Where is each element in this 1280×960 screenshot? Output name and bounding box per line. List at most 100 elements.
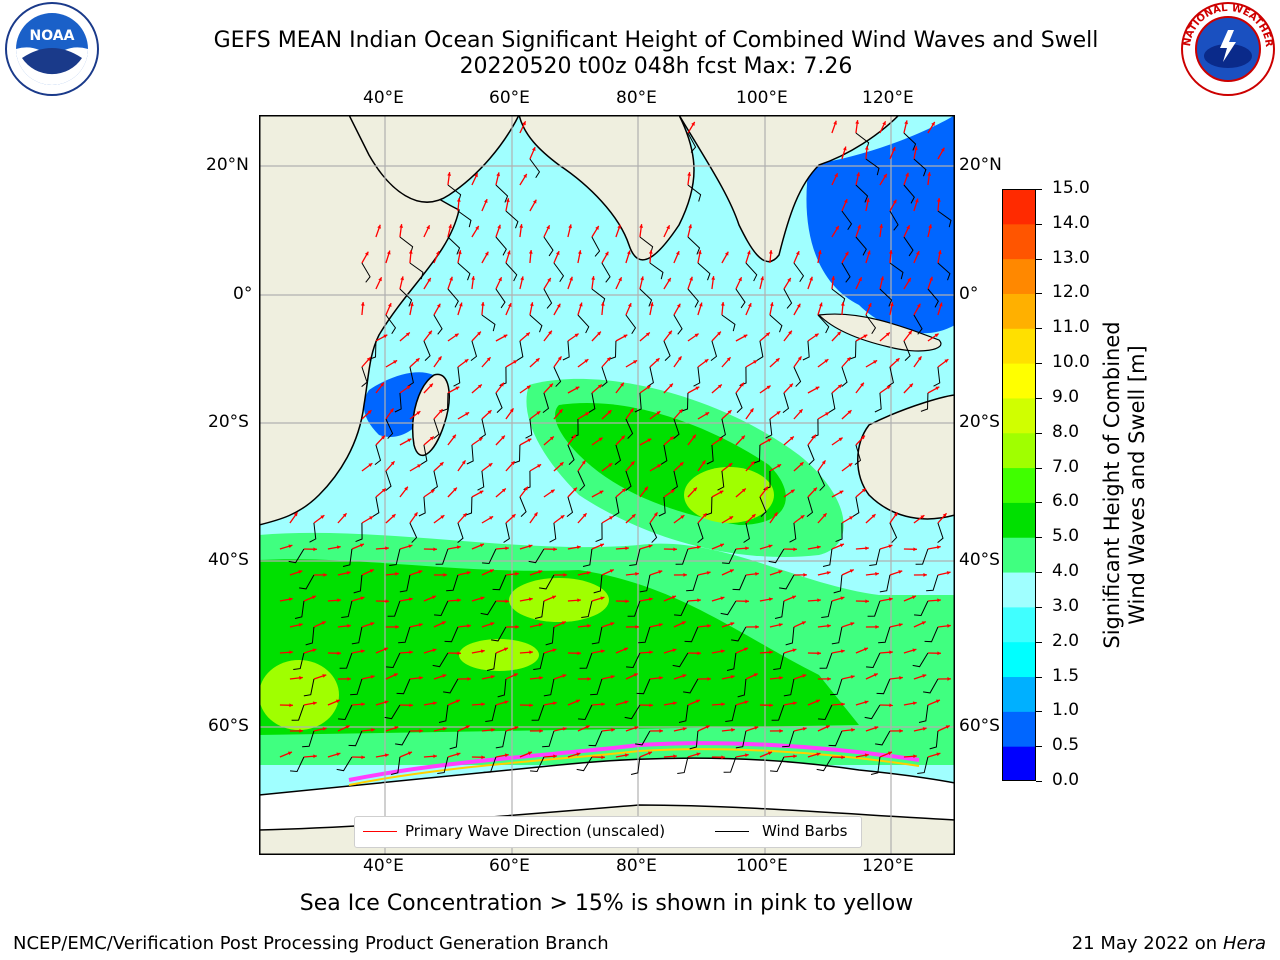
wave-direction-arrowhead — [448, 224, 452, 229]
wave-direction-arrowhead — [299, 676, 303, 680]
wave-direction-arrowhead — [792, 648, 797, 653]
wind-barb — [576, 756, 593, 772]
wave-direction-arrowhead — [480, 302, 485, 306]
wave-direction-arrowhead — [532, 199, 537, 204]
wave-direction-arrowhead — [886, 385, 891, 390]
wave-direction-arrowhead — [847, 410, 852, 414]
wave-direction-arrowhead — [575, 699, 580, 704]
colorbar-tick — [1036, 223, 1042, 225]
wave-direction-arrowhead — [298, 623, 303, 627]
wind-barb — [457, 210, 472, 228]
wind-barb — [608, 340, 617, 360]
noaa-logo-text: NOAA — [30, 28, 75, 44]
wave-direction-arrowhead — [791, 595, 796, 600]
wave-direction-arrowhead — [454, 333, 459, 338]
wave-direction-arrowhead — [582, 513, 587, 518]
wave-direction-arrowhead — [525, 332, 530, 337]
wave-direction-arrowhead — [457, 651, 461, 656]
wave-direction-arrowhead — [487, 410, 492, 414]
wave-direction-arrowhead — [452, 434, 456, 439]
wind-barb — [626, 652, 641, 668]
wind-barb — [479, 418, 486, 439]
wave-direction-arrowhead — [922, 674, 927, 678]
wave-direction-arrowhead — [824, 359, 829, 363]
wind-barb — [686, 574, 699, 592]
wave-direction-arrowhead — [514, 726, 519, 730]
wave-direction-arrowhead — [856, 172, 860, 177]
wave-direction-arrowhead — [672, 648, 677, 653]
vector-field — [279, 120, 952, 776]
wave-direction-arrowhead — [496, 172, 500, 177]
wave-direction-arrowhead — [618, 277, 622, 282]
wind-barb — [674, 600, 689, 616]
wind-barb — [903, 236, 914, 257]
wave-direction-arrowhead — [620, 382, 624, 387]
wind-barb — [743, 522, 750, 543]
wave-direction-arrowhead — [912, 701, 917, 706]
colorbar-tick-label: 5.0 — [1052, 526, 1080, 547]
wave-direction-arrowhead — [393, 673, 398, 677]
wave-direction-arrowhead — [539, 676, 543, 680]
wind-barb — [771, 704, 785, 721]
wave-direction-arrowhead — [798, 409, 803, 414]
colorbar-segment — [1002, 711, 1036, 747]
wave-direction-arrowhead — [730, 622, 735, 626]
wave-direction-arrowhead — [426, 225, 430, 230]
colorbar-tick-label: 4.0 — [1052, 561, 1080, 582]
wave-direction-arrowhead — [769, 302, 774, 307]
wind-barb — [817, 314, 830, 334]
colorbar-segment — [1002, 467, 1036, 503]
swell-peak-south-central — [684, 467, 774, 523]
wave-direction-arrowhead — [561, 621, 566, 625]
wave-direction-arrowhead — [923, 572, 927, 577]
wind-barb — [612, 496, 620, 517]
wind-barb — [773, 652, 785, 671]
wind-barb — [409, 262, 424, 280]
wave-direction-arrowhead — [600, 302, 605, 306]
wind-barb — [806, 496, 814, 518]
wave-direction-arrowhead — [812, 434, 816, 439]
wind-barb — [687, 288, 699, 308]
wave-direction-arrowhead — [490, 675, 495, 679]
wave-direction-arrowhead — [377, 224, 381, 229]
wind-barb — [793, 262, 805, 283]
wave-direction-arrowhead — [800, 515, 805, 519]
wave-direction-arrowhead — [843, 199, 848, 204]
wave-direction-arrowhead — [298, 570, 303, 574]
wind-barb — [782, 730, 795, 748]
wave-direction-arrowhead — [504, 700, 509, 705]
wave-direction-arrowhead — [648, 597, 653, 602]
wind-barb — [783, 678, 795, 697]
wind-barb — [684, 626, 699, 643]
wave-direction-arrowhead — [937, 651, 941, 656]
wave-direction-arrowhead — [683, 572, 687, 577]
wave-direction-arrowhead — [682, 674, 687, 678]
wind-barb — [658, 496, 666, 517]
wind-barb — [446, 574, 459, 592]
wave-direction-arrowhead — [817, 598, 821, 603]
wave-direction-arrowhead — [346, 571, 351, 575]
wave-direction-arrowhead — [938, 302, 943, 307]
wave-direction-arrowhead — [898, 570, 903, 574]
wind-barb — [399, 574, 411, 593]
wave-direction-arrowhead — [539, 728, 543, 733]
wave-direction-arrowhead — [498, 277, 502, 282]
wave-direction-arrowhead — [895, 358, 900, 362]
wind-barb — [578, 704, 593, 720]
colorbar-tick — [1036, 293, 1042, 295]
footer-date-text: 21 May 2022 on — [1071, 933, 1218, 954]
wave-direction-arrowhead — [865, 546, 869, 551]
wave-direction-arrowhead — [648, 544, 653, 549]
wind-barb — [399, 288, 413, 307]
wave-direction-arrowhead — [597, 384, 602, 389]
wave-direction-arrowhead — [394, 726, 399, 730]
wave-direction-arrowhead — [647, 438, 652, 443]
wave-direction-arrowhead — [803, 572, 807, 577]
wind-barb — [433, 418, 440, 440]
wave-direction-arrowhead — [553, 547, 557, 552]
wind-barb — [477, 470, 485, 491]
wave-direction-arrowhead — [552, 701, 557, 706]
colorbar-segment — [1002, 606, 1036, 643]
wave-direction-arrowhead — [740, 382, 744, 387]
wind-barb — [505, 262, 518, 282]
